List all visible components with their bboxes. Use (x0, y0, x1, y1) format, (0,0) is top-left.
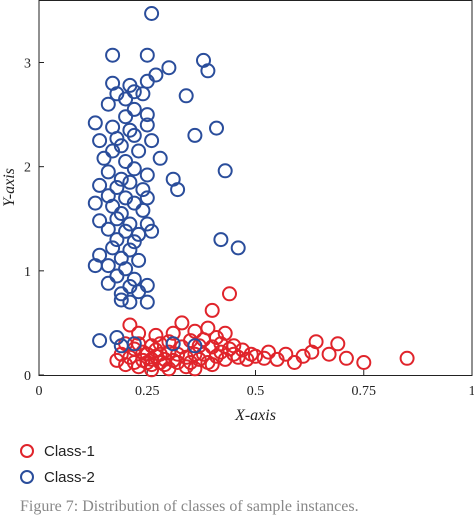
data-point-class-2 (132, 254, 145, 267)
x-tick-label: 0.25 (135, 384, 160, 399)
data-point-class-2 (141, 169, 154, 182)
data-point-class-2 (219, 164, 232, 177)
legend-item-class-1: Class-1 (20, 438, 95, 464)
figure-caption: Figure 7: Distribution of classes of sam… (20, 498, 359, 516)
legend-label-class-2: Class-2 (44, 469, 95, 486)
data-point-class-2 (102, 277, 115, 290)
data-point-class-2 (110, 270, 123, 283)
legend: Class-1 Class-2 (20, 438, 95, 490)
data-point-class-1 (357, 356, 370, 369)
data-point-class-2 (132, 145, 145, 158)
data-point-class-2 (180, 89, 193, 102)
data-point-class-2 (93, 134, 106, 147)
data-point-class-2 (214, 233, 227, 246)
data-point-class-2 (136, 87, 149, 100)
data-point-class-1 (249, 350, 262, 363)
series-class-1 (110, 287, 413, 376)
data-point-class-2 (106, 49, 119, 62)
data-point-class-1 (206, 304, 219, 317)
scatter-chart: 0 0.25 0.5 0.75 1 0 1 2 3 X-axis Y-axis (0, 0, 474, 430)
plot-area-frame (39, 1, 472, 376)
data-point-class-2 (141, 49, 154, 62)
data-point-class-2 (102, 165, 115, 178)
data-point-class-2 (123, 296, 136, 309)
x-tick-label: 0 (36, 384, 43, 399)
data-point-class-2 (93, 334, 106, 347)
data-point-class-2 (128, 162, 141, 175)
data-point-class-2 (162, 61, 175, 74)
x-axis-label: X-axis (234, 407, 276, 424)
y-tick-label: 2 (24, 161, 31, 176)
legend-label-class-1: Class-1 (44, 443, 95, 460)
data-point-class-2 (154, 152, 167, 165)
data-point-class-1 (175, 316, 188, 329)
data-point-class-2 (98, 152, 111, 165)
data-point-class-1 (223, 287, 236, 300)
data-point-class-2 (89, 116, 102, 129)
data-point-class-1 (331, 337, 344, 350)
data-point-class-2 (89, 197, 102, 210)
data-point-class-1 (401, 352, 414, 365)
x-tick-label: 1 (469, 384, 474, 399)
data-point-class-2 (145, 7, 158, 20)
data-point-class-2 (119, 110, 132, 123)
data-point-class-2 (145, 134, 158, 147)
legend-marker-class-1 (20, 444, 34, 458)
data-points (89, 7, 414, 376)
data-point-class-2 (123, 176, 136, 189)
data-point-class-2 (210, 122, 223, 135)
y-tick-label: 3 (24, 57, 31, 72)
data-point-class-2 (136, 204, 149, 217)
data-point-class-2 (188, 129, 201, 142)
data-point-class-2 (102, 98, 115, 111)
data-point-class-2 (232, 241, 245, 254)
legend-marker-class-2 (20, 470, 34, 484)
data-point-class-2 (119, 155, 132, 168)
x-tick-label: 0.5 (247, 384, 265, 399)
data-point-class-2 (141, 296, 154, 309)
legend-item-class-2: Class-2 (20, 464, 95, 490)
data-point-class-1 (340, 352, 353, 365)
data-point-class-1 (123, 319, 136, 332)
data-point-class-2 (141, 279, 154, 292)
y-tick-label: 1 (24, 265, 31, 280)
x-tick-label: 0.75 (352, 384, 377, 399)
y-axis-label: Y-axis (1, 168, 18, 207)
series-class-2 (89, 7, 245, 352)
data-point-class-2 (128, 103, 141, 116)
y-tick-label: 0 (24, 369, 31, 384)
